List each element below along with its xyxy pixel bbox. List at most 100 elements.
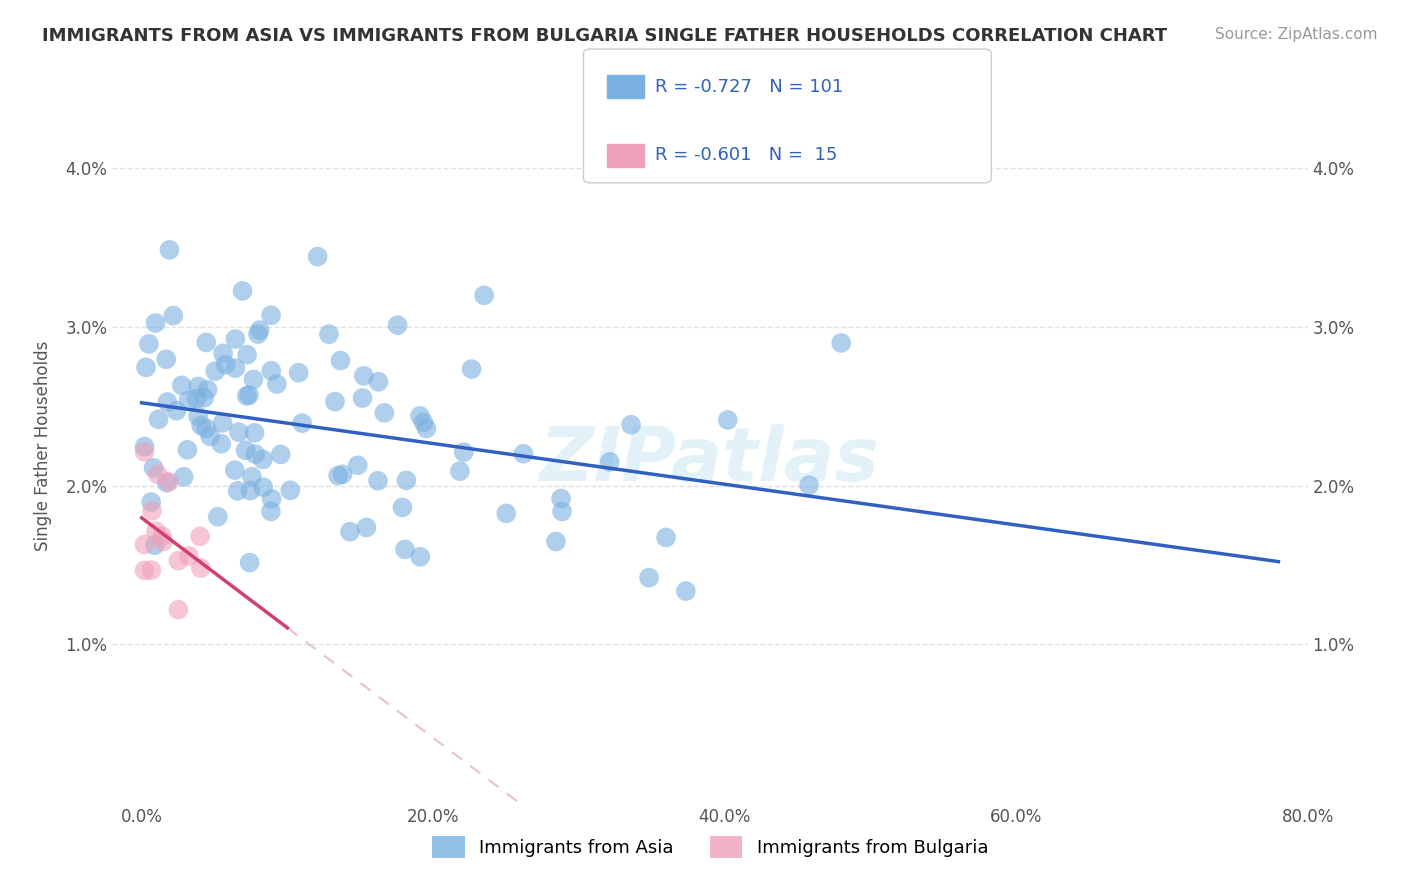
Point bbox=[134, 440, 156, 454]
Point bbox=[156, 475, 179, 490]
Point bbox=[134, 445, 156, 459]
Point bbox=[156, 395, 179, 409]
Point bbox=[135, 360, 157, 375]
Point bbox=[165, 403, 187, 417]
Point bbox=[190, 561, 212, 575]
Legend: Immigrants from Asia, Immigrants from Bulgaria: Immigrants from Asia, Immigrants from Bu… bbox=[425, 829, 995, 865]
Point bbox=[232, 284, 254, 298]
Point bbox=[332, 467, 354, 482]
Point bbox=[134, 564, 156, 578]
Point bbox=[204, 364, 226, 378]
Point bbox=[186, 392, 208, 406]
Point bbox=[394, 542, 416, 557]
Text: IMMIGRANTS FROM ASIA VS IMMIGRANTS FROM BULGARIA SINGLE FATHER HOUSEHOLDS CORREL: IMMIGRANTS FROM ASIA VS IMMIGRANTS FROM … bbox=[42, 27, 1167, 45]
Point bbox=[235, 443, 257, 458]
Point bbox=[249, 323, 271, 337]
Text: Source: ZipAtlas.com: Source: ZipAtlas.com bbox=[1215, 27, 1378, 42]
Point bbox=[224, 332, 246, 346]
Point bbox=[214, 358, 236, 372]
Point bbox=[207, 509, 229, 524]
Point bbox=[190, 418, 212, 433]
Point bbox=[495, 507, 517, 521]
Point bbox=[323, 394, 346, 409]
Point bbox=[236, 348, 259, 362]
Point bbox=[224, 361, 246, 376]
Point bbox=[200, 429, 222, 443]
Point bbox=[620, 417, 643, 432]
Point bbox=[228, 425, 250, 439]
Point bbox=[266, 377, 288, 392]
Point bbox=[148, 412, 170, 426]
Point bbox=[212, 346, 235, 360]
Point bbox=[409, 409, 432, 423]
Point bbox=[291, 416, 314, 430]
Point bbox=[187, 379, 209, 393]
Point bbox=[270, 447, 292, 461]
Point bbox=[797, 478, 820, 492]
Point bbox=[177, 549, 200, 563]
Point bbox=[318, 327, 340, 342]
Point bbox=[346, 458, 368, 473]
Point bbox=[260, 504, 283, 518]
Point bbox=[188, 529, 211, 543]
Point bbox=[195, 421, 218, 435]
Point bbox=[226, 483, 249, 498]
Point bbox=[352, 391, 374, 405]
Point bbox=[162, 309, 184, 323]
Point bbox=[243, 425, 266, 440]
Point bbox=[142, 460, 165, 475]
Y-axis label: Single Father Households: Single Father Households bbox=[34, 341, 52, 551]
Point bbox=[141, 495, 163, 509]
Point bbox=[141, 504, 163, 518]
Point bbox=[146, 467, 169, 482]
Point bbox=[167, 554, 190, 568]
Point bbox=[307, 250, 329, 264]
Point bbox=[260, 491, 283, 506]
Point bbox=[278, 483, 301, 498]
Point bbox=[373, 406, 395, 420]
Point bbox=[395, 474, 418, 488]
Text: ZIPatlas: ZIPatlas bbox=[540, 424, 880, 497]
Point bbox=[551, 504, 574, 518]
Point bbox=[176, 442, 198, 457]
Point bbox=[412, 415, 434, 429]
Point bbox=[242, 372, 264, 386]
Point bbox=[460, 362, 482, 376]
Point bbox=[152, 534, 174, 549]
Point bbox=[159, 243, 181, 257]
Point bbox=[512, 447, 534, 461]
Point bbox=[453, 445, 475, 459]
Point bbox=[830, 335, 852, 350]
Point bbox=[195, 335, 218, 350]
Point bbox=[238, 388, 260, 402]
Point bbox=[367, 375, 389, 389]
Point bbox=[236, 389, 259, 403]
Point bbox=[717, 413, 740, 427]
Point bbox=[155, 352, 177, 367]
Point bbox=[550, 491, 572, 506]
Point bbox=[177, 393, 200, 408]
Point bbox=[170, 378, 193, 392]
Point bbox=[675, 584, 697, 599]
Point bbox=[211, 416, 233, 430]
Text: R = -0.601   N =  15: R = -0.601 N = 15 bbox=[655, 146, 838, 164]
Point bbox=[391, 500, 413, 515]
Point bbox=[328, 468, 350, 483]
Point bbox=[260, 364, 283, 378]
Point bbox=[209, 436, 232, 450]
Point bbox=[134, 537, 156, 551]
Point bbox=[239, 556, 262, 570]
Point bbox=[415, 421, 437, 435]
Point bbox=[193, 391, 215, 405]
Point bbox=[287, 366, 309, 380]
Point bbox=[197, 383, 219, 397]
Point bbox=[240, 469, 263, 483]
Point bbox=[252, 452, 274, 467]
Point bbox=[143, 538, 166, 552]
Point bbox=[599, 455, 621, 469]
Point bbox=[246, 327, 269, 342]
Point bbox=[252, 480, 274, 494]
Point bbox=[141, 563, 163, 577]
Point bbox=[472, 288, 495, 302]
Point bbox=[173, 470, 195, 484]
